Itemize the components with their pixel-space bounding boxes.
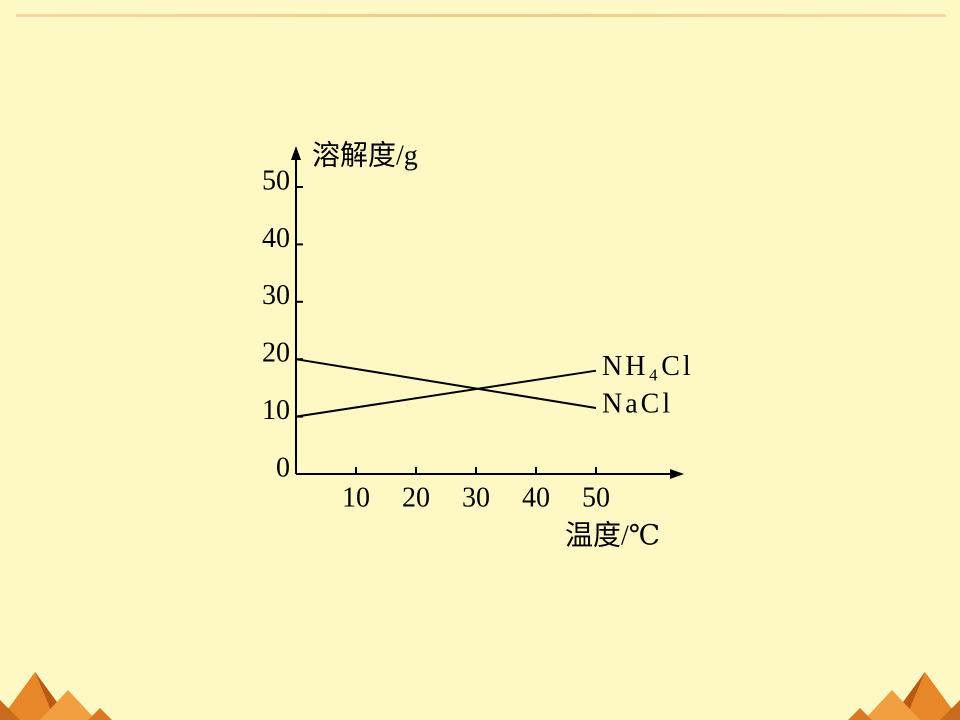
y-tick-label: 40 bbox=[262, 223, 290, 254]
corner-decoration-right bbox=[848, 672, 960, 720]
y-axis-arrow bbox=[291, 146, 301, 160]
y-tick-label: 0 bbox=[276, 452, 290, 483]
top-rule bbox=[16, 14, 946, 17]
corner-decoration-left bbox=[0, 672, 112, 720]
y-tick-label: 30 bbox=[262, 280, 290, 311]
x-tick-label: 40 bbox=[522, 482, 550, 513]
series-line bbox=[295, 369, 597, 418]
x-axis-arrow bbox=[670, 469, 684, 479]
series-line bbox=[295, 358, 597, 409]
x-axis-label: 温度/℃ bbox=[565, 519, 660, 551]
y-tick-label: 20 bbox=[262, 338, 290, 369]
series-label: NH₄Cl bbox=[602, 351, 694, 382]
x-tick-label: 20 bbox=[402, 482, 430, 513]
x-tick-label: 50 bbox=[582, 482, 610, 513]
y-tick-label: 10 bbox=[262, 395, 290, 426]
y-tick-label: 50 bbox=[262, 165, 290, 196]
series-label: NaCl bbox=[602, 388, 673, 419]
chart: 溶解度/g 温度/℃ 0 10 20 30 40 50 10 20 30 40 50 NH₄Cl NaC… bbox=[262, 139, 694, 551]
y-axis-label: 溶解度/g bbox=[312, 139, 418, 171]
x-tick-label: 10 bbox=[342, 482, 370, 513]
x-tick-label: 30 bbox=[462, 482, 490, 513]
